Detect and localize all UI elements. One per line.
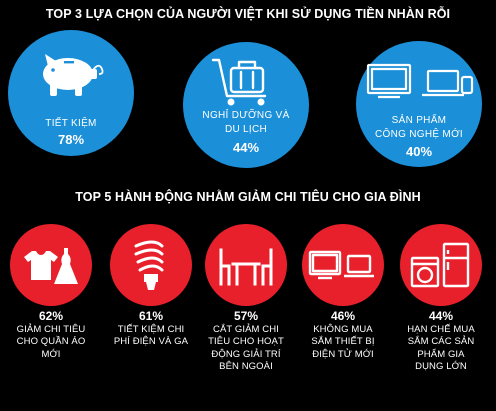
appliances-label: HẠN CHẾ MUA SẮM CÁC SẢN PHẨM GIA DỤNG LỚ… xyxy=(393,324,489,373)
piggy-bank-icon xyxy=(43,54,104,96)
appliances-percent: 44% xyxy=(428,309,454,323)
clothes-percent: 62% xyxy=(38,309,64,323)
electronics-label-line-1: KHÔNG MUA xyxy=(313,324,373,335)
travel-circle: NGHỈ DƯỠNG VÀ DU LỊCH 44% xyxy=(183,42,309,168)
light-bulb-icon xyxy=(134,240,164,290)
savings-circle: TIẾT KIỆM 78% xyxy=(8,30,134,156)
energy-circle xyxy=(110,224,192,306)
clothes-label: GIẢM CHI TIÊU CHO QUẦN ÁO MỚI xyxy=(3,324,99,361)
appliances-label-line-1: HẠN CHẾ MUA xyxy=(407,324,475,335)
electronics-percent: 46% xyxy=(330,309,356,323)
electronics-label-line-2: SẮM THIẾT BỊ xyxy=(311,336,375,348)
tech-percent: 40% xyxy=(405,144,433,159)
clothes-label-line-2: CHO QUẦN ÁO xyxy=(16,336,86,348)
dining-table-icon xyxy=(219,248,273,286)
entertainment-circle xyxy=(205,224,287,306)
clothes-label-line-1: GIẢM CHI TIÊU xyxy=(16,324,86,335)
clothes-label-line-3: MỚI xyxy=(41,348,61,360)
energy-label-line-2: PHÍ ĐIỆN VÀ GA xyxy=(113,336,189,348)
electronics-label: KHÔNG MUA SẮM THIẾT BỊ ĐIỆN TỬ MỚI xyxy=(295,324,391,361)
tv-laptop-phone-icon xyxy=(366,63,474,99)
tech-circle: SẢN PHẨM CÔNG NGHỆ MỚI 40% xyxy=(356,41,482,167)
savings-label-line-1: TIẾT KIỆM xyxy=(45,118,97,129)
appliances-label-line-3: PHẨM GIA xyxy=(417,348,465,360)
washer-fridge-icon xyxy=(410,242,470,288)
travel-label-line-2: DU LỊCH xyxy=(224,124,268,135)
travel-percent: 44% xyxy=(232,140,260,155)
energy-label-line-1: TIẾT KIỆM CHI xyxy=(117,324,185,335)
section1-title: TOP 3 LỰA CHỌN CỦA NGƯỜI VIỆT KHI SỬ DỤN… xyxy=(45,7,451,21)
tv-laptop-icon xyxy=(308,250,374,280)
appliances-circle xyxy=(400,224,482,306)
luggage-cart-icon xyxy=(211,58,267,106)
energy-percent: 61% xyxy=(138,309,164,323)
tech-label-line-1: SẢN PHẨM xyxy=(391,115,447,126)
electronics-circle xyxy=(302,224,384,306)
entertainment-label-line-4: BÊN NGOÀI xyxy=(219,360,273,372)
appliances-label-line-4: DỤNG LỚN xyxy=(415,360,467,372)
clothes-circle xyxy=(10,224,92,306)
entertainment-label-line-1: CẮT GIẢM CHI xyxy=(213,324,279,335)
entertainment-label-line-3: ĐỘNG GIẢI TRÍ xyxy=(211,348,281,360)
energy-label: TIẾT KIỆM CHI PHÍ ĐIỆN VÀ GA xyxy=(103,324,199,349)
section2-title: TOP 5 HÀNH ĐỘNG NHẰM GIẢM CHI TIÊU CHO G… xyxy=(75,190,421,204)
tech-label-line-2: CÔNG NGHỆ MỚI xyxy=(374,129,464,140)
appliances-label-line-2: SẮM CÁC SẢN xyxy=(407,336,475,348)
travel-label-line-1: NGHỈ DƯỠNG VÀ xyxy=(202,110,290,121)
savings-percent: 78% xyxy=(57,132,85,147)
electronics-label-line-3: ĐIỆN TỬ MỚI xyxy=(312,348,374,360)
clothes-icon xyxy=(24,248,78,284)
entertainment-percent: 57% xyxy=(233,309,259,323)
entertainment-label-line-2: TIÊU CHO HOẠT xyxy=(208,336,284,348)
entertainment-label: CẮT GIẢM CHI TIÊU CHO HOẠT ĐỘNG GIẢI TRÍ… xyxy=(198,324,294,373)
